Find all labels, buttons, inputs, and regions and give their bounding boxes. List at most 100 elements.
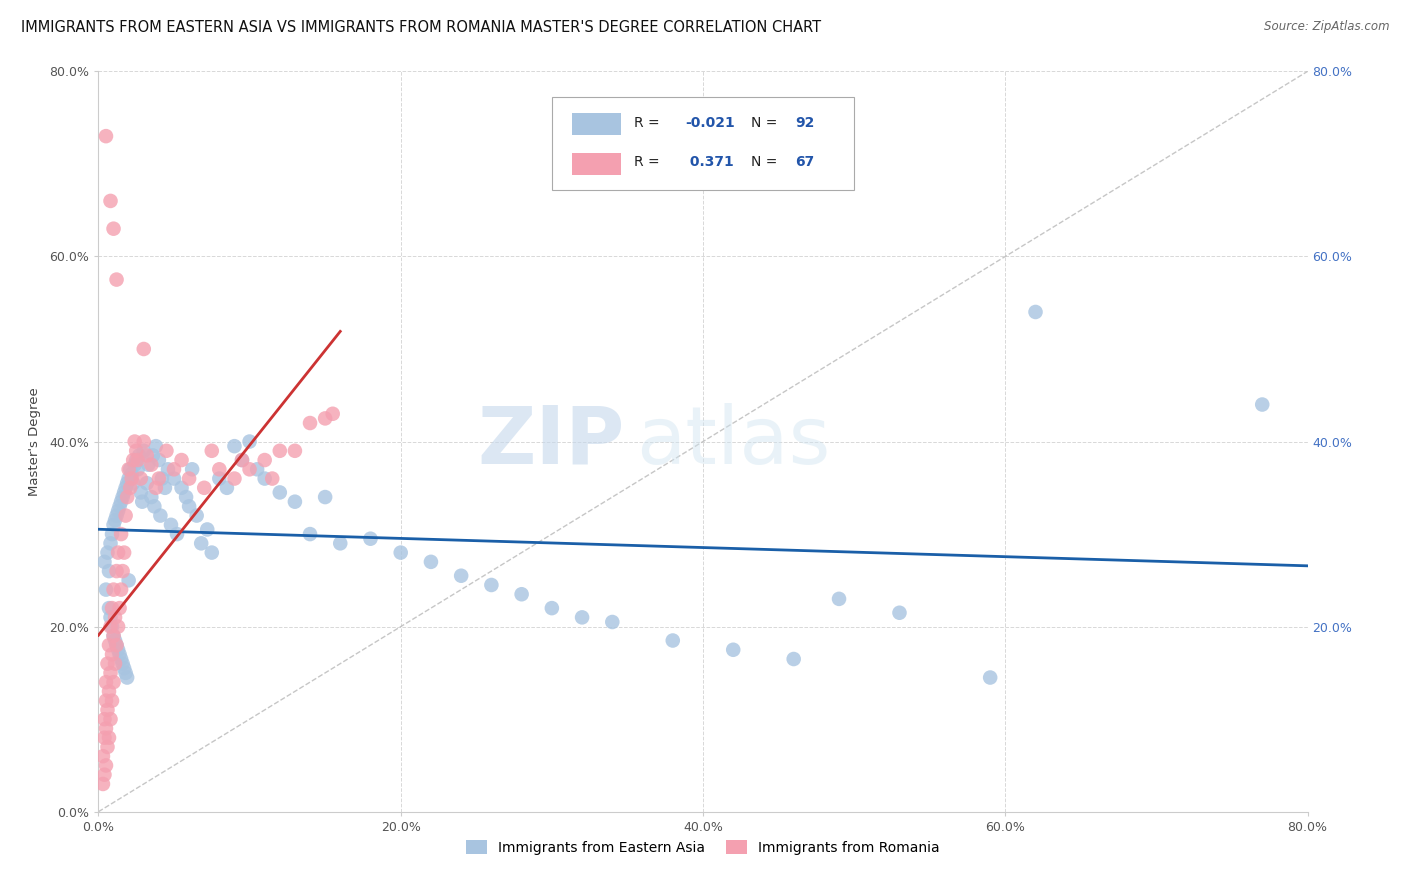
- Point: [155, 443, 177, 458]
- Point: [94, 758, 117, 772]
- Point: [94, 694, 117, 708]
- Point: [121, 467, 143, 481]
- Point: [125, 443, 148, 458]
- Point: [215, 481, 238, 495]
- Point: [127, 462, 149, 476]
- Point: [110, 582, 132, 597]
- Point: [208, 472, 231, 486]
- Point: [262, 472, 284, 486]
- Point: [114, 481, 136, 495]
- Point: [105, 564, 128, 578]
- Point: [101, 527, 124, 541]
- Point: [141, 490, 163, 504]
- Point: [104, 513, 127, 527]
- Point: [149, 508, 172, 523]
- Point: [100, 536, 122, 550]
- Point: [98, 731, 121, 745]
- Point: [246, 462, 269, 476]
- Point: [107, 504, 129, 518]
- Point: [105, 508, 128, 523]
- Point: [129, 485, 152, 500]
- Point: [314, 411, 336, 425]
- Point: [104, 633, 127, 648]
- Point: [602, 615, 624, 629]
- Text: IMMIGRANTS FROM EASTERN ASIA VS IMMIGRANTS FROM ROMANIA MASTER'S DEGREE CORRELAT: IMMIGRANTS FROM EASTERN ASIA VS IMMIGRAN…: [21, 20, 821, 35]
- Point: [125, 453, 148, 467]
- Point: [118, 462, 141, 476]
- Point: [108, 500, 131, 514]
- Point: [540, 601, 562, 615]
- Point: [124, 458, 146, 472]
- Point: [148, 472, 170, 486]
- Point: [107, 642, 129, 657]
- Point: [115, 671, 138, 685]
- Point: [110, 652, 132, 666]
- Text: Source: ZipAtlas.com: Source: ZipAtlas.com: [1264, 20, 1389, 33]
- Point: [101, 619, 124, 633]
- Text: 0.371: 0.371: [685, 155, 734, 169]
- Text: -0.021: -0.021: [685, 116, 734, 130]
- Point: [110, 527, 132, 541]
- Point: [105, 638, 128, 652]
- Point: [107, 619, 129, 633]
- Point: [98, 564, 121, 578]
- Bar: [572, 153, 621, 175]
- Point: [142, 449, 165, 463]
- Text: 92: 92: [794, 116, 814, 130]
- Point: [101, 601, 124, 615]
- Point: [94, 129, 117, 144]
- Point: [107, 545, 129, 560]
- Point: [132, 434, 155, 449]
- Point: [114, 508, 136, 523]
- Point: [269, 443, 291, 458]
- Point: [112, 661, 135, 675]
- Point: [208, 462, 231, 476]
- Point: [231, 453, 253, 467]
- Point: [112, 545, 135, 560]
- Point: [96, 545, 118, 560]
- Point: [100, 665, 122, 680]
- Point: [111, 657, 134, 671]
- Text: N =: N =: [751, 155, 782, 169]
- Text: 67: 67: [794, 155, 814, 169]
- Point: [108, 648, 131, 662]
- Point: [299, 527, 322, 541]
- Point: [121, 472, 143, 486]
- Point: [481, 578, 503, 592]
- Point: [104, 657, 127, 671]
- Bar: [572, 112, 621, 135]
- Point: [269, 485, 291, 500]
- Point: [100, 619, 122, 633]
- Point: [1024, 305, 1046, 319]
- Point: [510, 587, 533, 601]
- Point: [103, 582, 125, 597]
- Point: [253, 472, 276, 486]
- Point: [153, 481, 176, 495]
- Point: [94, 675, 117, 690]
- Point: [150, 472, 173, 486]
- Point: [120, 462, 142, 476]
- Point: [96, 657, 118, 671]
- Point: [103, 675, 125, 690]
- Point: [450, 568, 472, 582]
- Point: [661, 633, 683, 648]
- FancyBboxPatch shape: [551, 97, 855, 190]
- Point: [110, 494, 132, 508]
- Point: [201, 443, 224, 458]
- Point: [103, 629, 125, 643]
- Point: [239, 434, 262, 449]
- Text: R =: R =: [634, 155, 664, 169]
- Point: [96, 739, 118, 754]
- Point: [148, 453, 170, 467]
- Point: [100, 194, 122, 208]
- Point: [96, 703, 118, 717]
- Point: [889, 606, 911, 620]
- Point: [93, 731, 115, 745]
- Point: [193, 481, 215, 495]
- Point: [108, 601, 131, 615]
- Point: [91, 749, 114, 764]
- Point: [105, 272, 128, 286]
- Point: [571, 610, 593, 624]
- Legend: Immigrants from Eastern Asia, Immigrants from Romania: Immigrants from Eastern Asia, Immigrants…: [461, 834, 945, 860]
- Point: [1251, 398, 1274, 412]
